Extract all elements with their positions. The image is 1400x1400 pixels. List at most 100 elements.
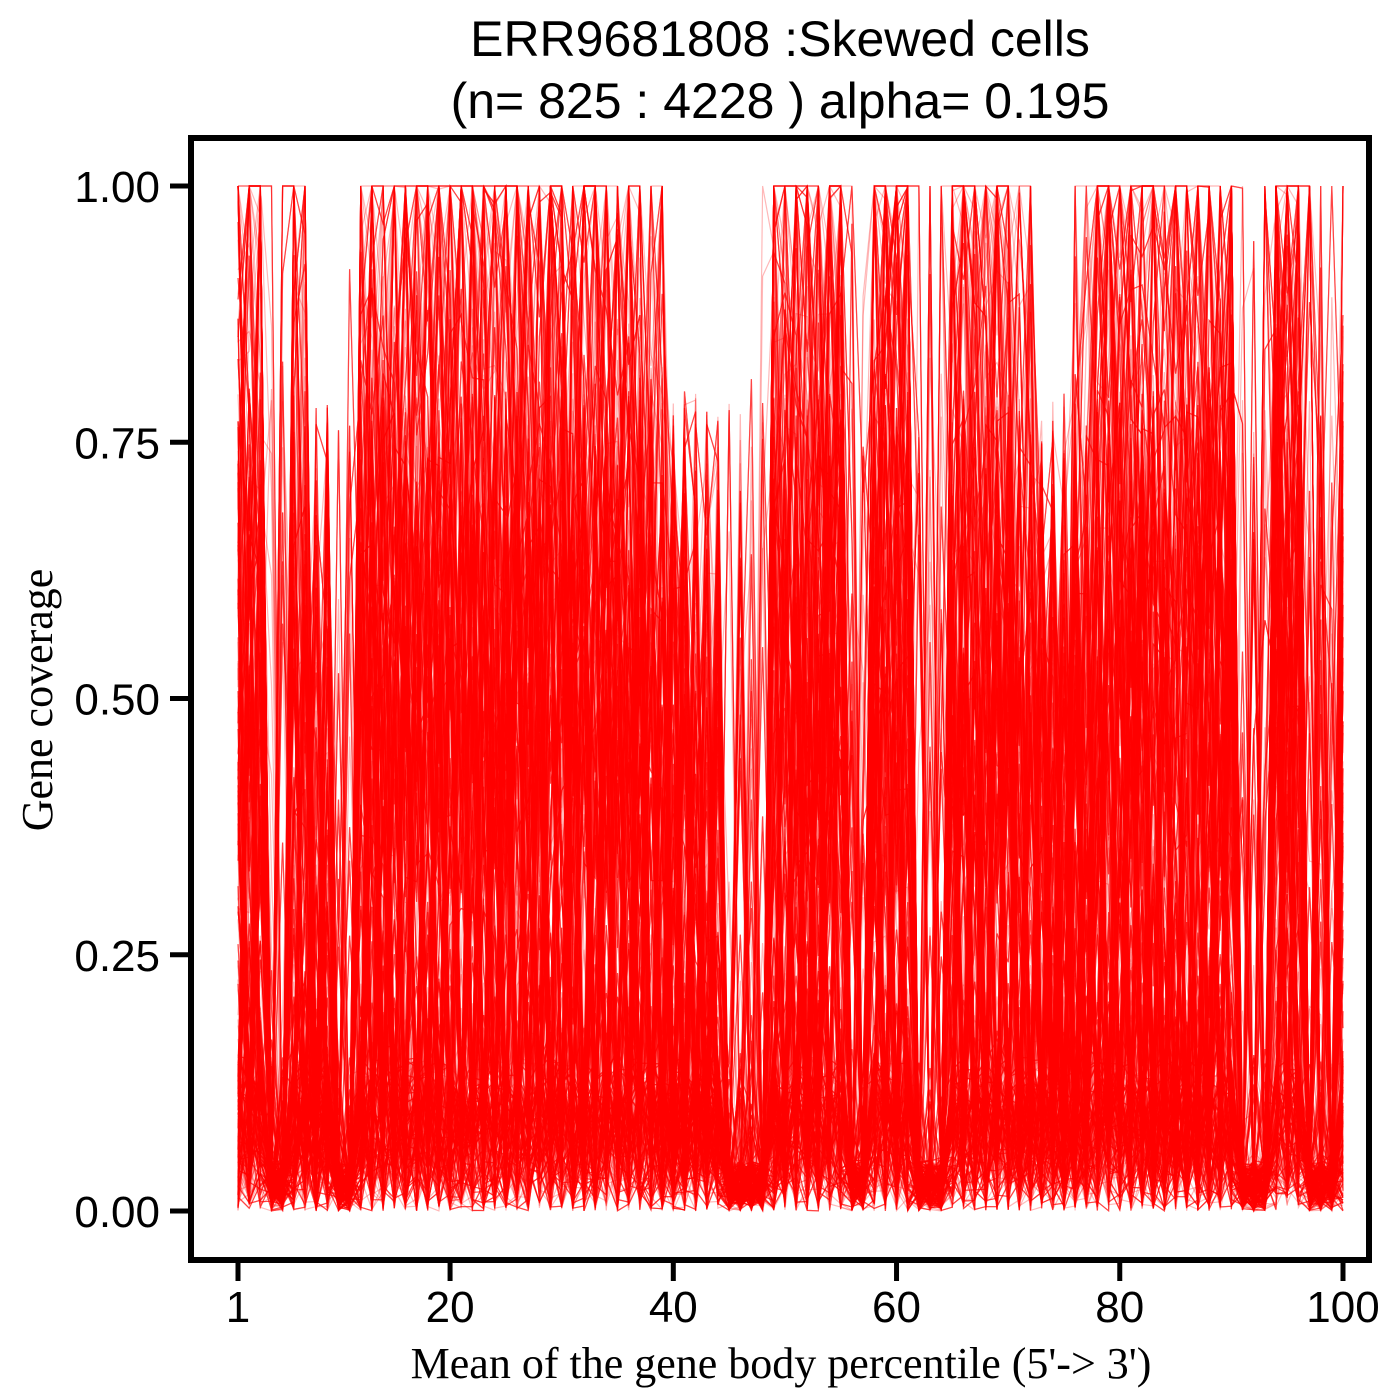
series-line [237, 185, 1344, 1208]
series-line [237, 185, 1344, 1210]
series-line [237, 185, 1344, 1212]
series-line [237, 185, 1344, 1210]
series-line [237, 185, 1344, 1212]
series-line [237, 185, 1344, 1210]
series-line [237, 185, 1344, 1213]
series-line [237, 185, 1344, 1210]
series-line [237, 185, 1344, 1210]
series-line [237, 185, 1344, 1210]
series-line [237, 185, 1344, 1212]
series-line [237, 185, 1344, 1211]
series-line [237, 185, 1344, 1210]
series-line [237, 185, 1344, 1212]
series-line [237, 185, 1344, 1207]
series-line [237, 185, 1344, 1211]
series-line [237, 195, 1344, 1212]
series-line [237, 185, 1344, 1209]
series-line [237, 185, 1344, 1211]
series-line [237, 185, 1344, 1206]
series-line [237, 185, 1344, 1211]
series-line [237, 185, 1344, 1213]
series-line [237, 185, 1344, 1212]
chart-subtitle: (n= 825 : 4228 ) alpha= 0.195 [450, 73, 1110, 129]
series-line [237, 185, 1344, 1211]
series-line [237, 185, 1344, 1211]
series-line [237, 185, 1344, 1209]
series-line [237, 185, 1344, 1208]
series-line [237, 185, 1344, 1212]
series-line [237, 185, 1344, 1213]
series-line [237, 185, 1344, 1211]
series-line [237, 185, 1344, 1213]
y-tick-label: 0.75 [74, 419, 160, 468]
series-line [237, 185, 1344, 1211]
series-line [237, 184, 1344, 1210]
series-line [237, 185, 1344, 1212]
series-line [237, 185, 1344, 1210]
series-line [237, 185, 1344, 1212]
series-line [237, 185, 1344, 1211]
series-line [237, 185, 1344, 1211]
series-line [237, 185, 1344, 1211]
series-line [237, 184, 1344, 1210]
series-line [237, 211, 1344, 1209]
x-tick-label: 40 [649, 1283, 698, 1332]
series-line [237, 185, 1344, 1210]
series-line [237, 185, 1344, 1210]
series-line [237, 185, 1344, 1211]
series-line [237, 185, 1344, 1210]
series-line [237, 184, 1344, 1211]
series-line [237, 185, 1344, 1212]
series-line [237, 185, 1344, 1210]
series-line [237, 185, 1344, 1210]
series-line [237, 184, 1344, 1211]
series-line [237, 185, 1344, 1212]
series-line [237, 185, 1344, 1211]
series-line [237, 185, 1344, 1207]
series-line [237, 185, 1344, 1212]
series-line [237, 185, 1344, 1210]
y-tick-label: 0.25 [74, 932, 160, 981]
series-line [237, 185, 1344, 1211]
series-line [237, 185, 1344, 1210]
series-line [237, 185, 1344, 1213]
series-line [237, 185, 1344, 1211]
series-line [237, 185, 1344, 1211]
series-line [237, 185, 1344, 1212]
series-line [237, 184, 1344, 1211]
series-line [237, 185, 1344, 1212]
series-line [237, 185, 1344, 1209]
series-line [237, 185, 1344, 1213]
series-line [237, 185, 1344, 1211]
series-line [237, 185, 1344, 1212]
series-line [237, 185, 1344, 1211]
series-line [237, 185, 1344, 1211]
series-line [237, 185, 1344, 1208]
series-line [237, 185, 1344, 1213]
series-line [237, 185, 1344, 1209]
series-line [237, 228, 1344, 1213]
series-line [237, 185, 1344, 1212]
series-line [237, 185, 1344, 1209]
series-line [237, 185, 1344, 1212]
series-line [237, 185, 1344, 1210]
series-line [237, 185, 1344, 1210]
series-line [237, 185, 1344, 1211]
series-line [237, 185, 1344, 1211]
series-line [237, 185, 1344, 1210]
series-line [237, 185, 1344, 1212]
series-line [237, 185, 1344, 1211]
series-line [237, 399, 1344, 1212]
series-line [237, 185, 1344, 1210]
series-line [237, 185, 1344, 1211]
series-line [237, 185, 1344, 1212]
series-line [237, 194, 1344, 1210]
series-line [237, 185, 1344, 1212]
series-line [237, 185, 1344, 1209]
series-line [237, 185, 1344, 1209]
series-line [237, 185, 1344, 1207]
series-line [237, 185, 1344, 1210]
series-line [237, 185, 1344, 1212]
series-line [237, 185, 1344, 1212]
series-line [237, 185, 1344, 1213]
